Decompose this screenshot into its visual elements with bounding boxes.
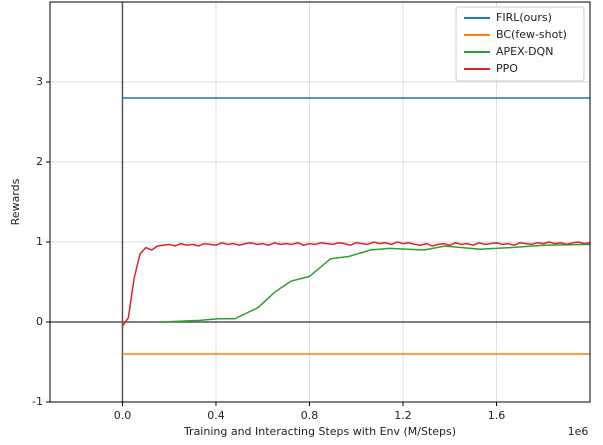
x-offset-text: 1e6 (568, 425, 589, 438)
x-tick-label: 0.4 (207, 409, 225, 422)
series-line (162, 243, 591, 323)
y-tick-label: 1 (36, 235, 43, 248)
legend-label: APEX-DQN (496, 45, 553, 58)
x-tick-label: 1.2 (394, 409, 412, 422)
x-axis-label: Training and Interacting Steps with Env … (183, 425, 456, 438)
legend-label: BC(few-shot) (496, 28, 567, 41)
x-tick-label: 1.6 (488, 409, 506, 422)
x-tick-label: 0.8 (301, 409, 319, 422)
y-tick-label: 0 (36, 315, 43, 328)
x-tick-label: 0.0 (114, 409, 132, 422)
series-line (121, 241, 591, 327)
legend-label: FIRL(ours) (496, 11, 552, 24)
plot-frame (49, 1, 591, 403)
legend-label: PPO (496, 62, 518, 75)
legend-box (455, 6, 585, 82)
y-tick-label: -1 (32, 395, 43, 408)
y-tick-label: 2 (36, 155, 43, 168)
y-axis-label: Rewards (9, 178, 22, 225)
y-tick-label: 3 (36, 75, 43, 88)
